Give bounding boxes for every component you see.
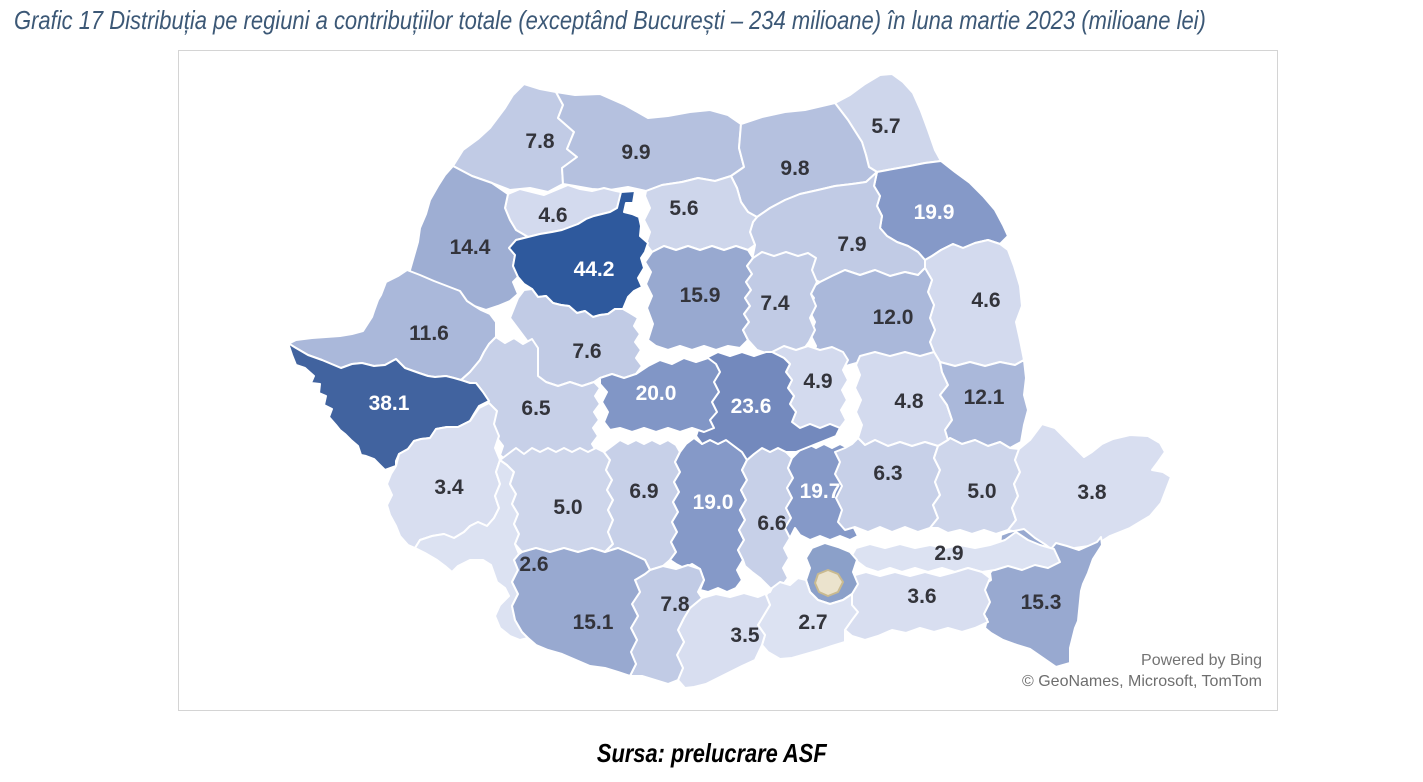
svg-text:5.7: 5.7 — [871, 115, 900, 138]
svg-text:38.1: 38.1 — [369, 392, 410, 415]
svg-text:4.9: 4.9 — [803, 370, 832, 393]
svg-text:3.8: 3.8 — [1077, 481, 1107, 504]
svg-text:12.1: 12.1 — [964, 386, 1005, 409]
svg-text:9.9: 9.9 — [621, 141, 650, 164]
svg-text:5.6: 5.6 — [669, 197, 698, 220]
svg-text:7.8: 7.8 — [660, 593, 690, 616]
svg-text:5.0: 5.0 — [553, 496, 582, 519]
svg-text:14.4: 14.4 — [450, 236, 491, 259]
svg-text:11.6: 11.6 — [409, 322, 449, 345]
svg-text:2.6: 2.6 — [519, 553, 548, 576]
svg-text:3.6: 3.6 — [907, 585, 936, 608]
svg-text:4.8: 4.8 — [894, 390, 924, 413]
svg-text:6.5: 6.5 — [521, 397, 551, 420]
svg-text:7.6: 7.6 — [572, 340, 601, 363]
svg-text:7.4: 7.4 — [760, 292, 790, 315]
svg-text:7.8: 7.8 — [525, 130, 555, 153]
svg-text:4.6: 4.6 — [971, 289, 1000, 312]
svg-text:12.0: 12.0 — [873, 306, 914, 329]
svg-text:20.0: 20.0 — [636, 382, 677, 405]
svg-text:15.9: 15.9 — [680, 284, 721, 307]
svg-text:3.5: 3.5 — [730, 624, 760, 647]
svg-text:2.7: 2.7 — [798, 611, 827, 634]
svg-text:6.3: 6.3 — [873, 462, 902, 485]
svg-text:7.9: 7.9 — [837, 233, 866, 256]
svg-text:15.3: 15.3 — [1021, 591, 1062, 614]
svg-text:6.9: 6.9 — [629, 480, 658, 503]
svg-text:5.0: 5.0 — [967, 480, 996, 503]
svg-text:15.1: 15.1 — [573, 611, 614, 634]
svg-text:19.9: 19.9 — [914, 201, 955, 224]
svg-text:2.9: 2.9 — [934, 542, 963, 565]
svg-text:9.8: 9.8 — [780, 157, 810, 180]
svg-text:6.6: 6.6 — [757, 512, 786, 535]
svg-text:3.4: 3.4 — [434, 476, 464, 499]
svg-text:44.2: 44.2 — [574, 258, 615, 281]
svg-text:19.0: 19.0 — [693, 491, 734, 514]
svg-text:23.6: 23.6 — [731, 395, 772, 418]
svg-text:19.7: 19.7 — [800, 480, 841, 503]
svg-text:4.6: 4.6 — [538, 204, 567, 227]
